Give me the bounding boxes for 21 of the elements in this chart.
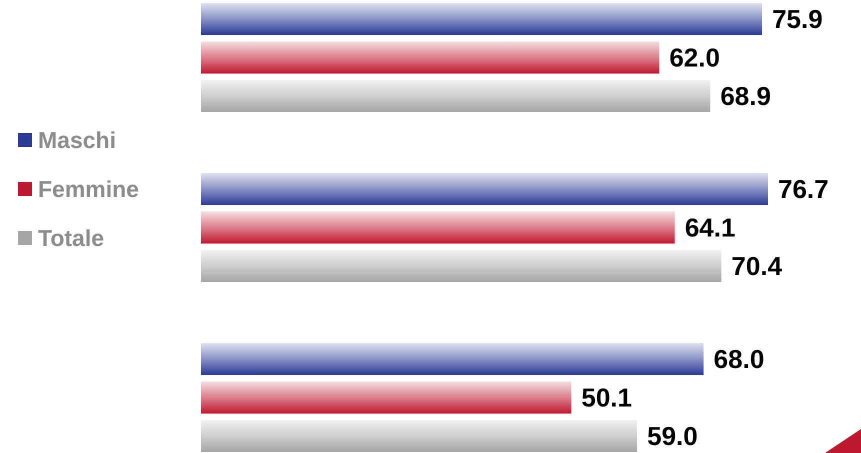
legend-label: Totale: [38, 225, 104, 251]
data-label: 50.1: [581, 382, 632, 412]
data-label: 68.0: [714, 344, 764, 374]
bar: [201, 343, 704, 375]
bar: [201, 173, 768, 205]
bar: [201, 80, 710, 112]
data-label: 62.0: [669, 42, 720, 72]
bar: [201, 382, 572, 414]
bar: [201, 250, 722, 282]
data-label: 76.7: [778, 174, 829, 204]
data-label: 64.1: [684, 212, 736, 242]
bar: [201, 420, 638, 452]
bar: [201, 212, 675, 244]
legend-label: Femmine: [38, 176, 139, 202]
data-label: 75.9: [772, 4, 823, 34]
bar: [201, 3, 762, 35]
data-label: 59.0: [647, 421, 698, 451]
data-label: 68.9: [720, 81, 771, 111]
legend-label: Maschi: [38, 127, 116, 153]
data-label: 70.4: [731, 251, 783, 281]
bar: [201, 42, 660, 74]
